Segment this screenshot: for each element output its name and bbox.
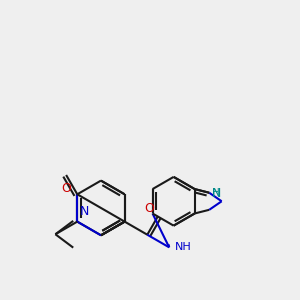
Text: O: O xyxy=(61,182,71,194)
Text: O: O xyxy=(144,202,154,215)
Text: N: N xyxy=(80,205,89,218)
Text: N: N xyxy=(212,187,221,200)
Text: NH: NH xyxy=(175,242,191,252)
Text: H: H xyxy=(212,188,220,198)
